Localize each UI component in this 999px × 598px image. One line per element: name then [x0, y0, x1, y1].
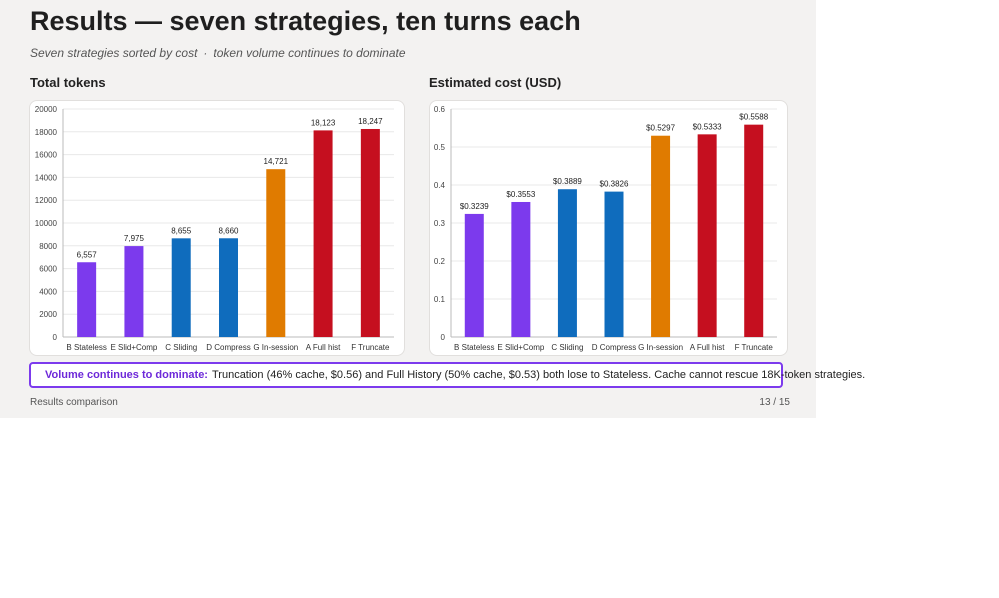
- page-title: Results — seven strategies, ten turns ea…: [30, 6, 581, 36]
- bar: [744, 124, 764, 337]
- bar: [511, 201, 531, 337]
- data-label: 7,975: [124, 234, 145, 243]
- y-tick-label: 10000: [35, 219, 58, 228]
- bar: [651, 135, 671, 337]
- data-label: $0.5333: [693, 122, 722, 131]
- tokens-chart: 0 2000 4000 6000 8000 10000 12000 14000 16000 180…: [35, 105, 394, 352]
- cost-chart: 0 0.1 0.2 0.3 0.4 0.5 0.6 $0.3239 B Stateless $0.…: [434, 105, 777, 352]
- y-tick-label: 8000: [39, 242, 57, 251]
- x-tick-label: G In-session: [638, 343, 683, 352]
- data-label: $0.3889: [553, 177, 582, 186]
- x-tick-label: B Stateless: [454, 343, 494, 352]
- data-label: $0.5588: [739, 113, 768, 122]
- y-tick-label: 2000: [39, 310, 57, 319]
- x-tick-label: D Compress: [206, 343, 250, 352]
- bar: [697, 134, 717, 337]
- y-tick-label: 0: [53, 333, 58, 342]
- bar: [557, 189, 577, 337]
- data-label: 6,557: [77, 250, 98, 259]
- data-label: 18,123: [311, 118, 336, 127]
- callout-lead: Volume continues to dominate:: [45, 369, 208, 381]
- y-tick-label: 0.3: [434, 219, 446, 228]
- slide: Results — seven strategies, ten turns ea…: [0, 0, 865, 418]
- subtitle-part-1: Seven strategies sorted by cost: [30, 46, 198, 60]
- bar: [266, 169, 286, 337]
- y-tick-label: 0.1: [434, 295, 446, 304]
- y-tick-label: 16000: [35, 151, 58, 160]
- bar: [313, 130, 333, 337]
- y-tick-label: 0.5: [434, 143, 446, 152]
- callout-text: Truncation (46% cache, $0.56) and Full H…: [211, 369, 866, 381]
- cost-chart-card: 0 0.1 0.2 0.3 0.4 0.5 0.6 $0.3239 B Stateless $0.…: [429, 100, 788, 356]
- x-tick-label: D Compress: [592, 343, 636, 352]
- page-subtitle: Seven strategies sorted by cost · token vo…: [30, 46, 406, 60]
- data-label: $0.3553: [506, 190, 535, 199]
- bar: [219, 238, 238, 337]
- y-tick-label: 4000: [39, 287, 57, 296]
- y-tick-label: 12000: [35, 196, 58, 205]
- y-tick-label: 14000: [35, 173, 58, 182]
- x-tick-label: A Full hist: [690, 343, 725, 352]
- subtitle-separator: ·: [203, 46, 208, 60]
- x-tick-label: F Truncate: [351, 343, 390, 352]
- data-label: 18,247: [358, 117, 383, 126]
- y-tick-label: 6000: [39, 265, 57, 274]
- bar: [604, 191, 624, 337]
- y-tick-label: 0: [441, 333, 446, 342]
- tokens-chart-title: Total tokens: [30, 75, 106, 90]
- y-tick-label: 0.2: [434, 257, 446, 266]
- bar: [171, 238, 191, 337]
- page-number: 13 / 15: [759, 397, 790, 408]
- x-tick-label: C Sliding: [165, 343, 197, 352]
- data-label: $0.5297: [646, 124, 675, 133]
- subtitle-part-2: token volume continues to dominate: [213, 46, 406, 60]
- insight-callout: Volume continues to dominate: Truncation …: [29, 362, 865, 388]
- x-tick-label: E Slid+Comp: [110, 343, 157, 352]
- bar: [124, 246, 144, 337]
- y-tick-label: 0.4: [434, 181, 446, 190]
- bar: [464, 213, 484, 337]
- bar: [77, 262, 97, 337]
- data-label: 14,721: [264, 157, 289, 166]
- x-tick-label: B Stateless: [66, 343, 106, 352]
- data-label: $0.3239: [460, 202, 489, 211]
- x-tick-label: C Sliding: [551, 343, 583, 352]
- y-tick-label: 0.6: [434, 105, 446, 114]
- x-tick-label: G In-session: [253, 343, 298, 352]
- tokens-chart-card: 0 2000 4000 6000 8000 10000 12000 14000 16000 180…: [29, 100, 405, 356]
- data-label: 8,660: [218, 226, 239, 235]
- x-tick-label: E Slid+Comp: [497, 343, 544, 352]
- y-tick-label: 20000: [35, 105, 58, 114]
- x-tick-label: F Truncate: [735, 343, 774, 352]
- y-tick-label: 18000: [35, 128, 58, 137]
- cost-chart-title: Estimated cost (USD): [429, 75, 562, 90]
- footer-section-label: Results comparison: [30, 397, 118, 408]
- data-label: $0.3826: [600, 180, 629, 189]
- bar: [360, 128, 380, 337]
- x-tick-label: A Full hist: [306, 343, 341, 352]
- data-label: 8,655: [171, 226, 192, 235]
